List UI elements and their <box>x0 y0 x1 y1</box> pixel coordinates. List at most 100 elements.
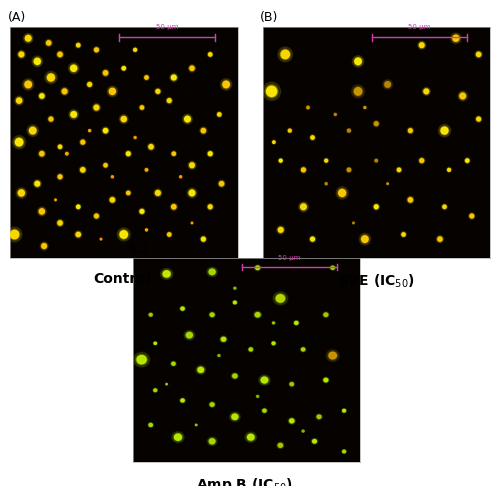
Circle shape <box>134 49 136 51</box>
Circle shape <box>342 409 345 412</box>
Circle shape <box>48 117 54 122</box>
Circle shape <box>198 367 203 372</box>
Circle shape <box>16 139 22 146</box>
Circle shape <box>40 209 44 214</box>
Circle shape <box>49 117 53 121</box>
Circle shape <box>302 168 306 172</box>
Circle shape <box>342 408 346 413</box>
Circle shape <box>278 444 282 447</box>
Circle shape <box>418 41 426 50</box>
Circle shape <box>182 114 192 124</box>
Circle shape <box>79 166 86 174</box>
Circle shape <box>387 183 388 184</box>
Circle shape <box>450 33 461 44</box>
Circle shape <box>420 159 424 162</box>
Circle shape <box>168 99 171 103</box>
Circle shape <box>126 191 130 195</box>
Circle shape <box>311 438 318 444</box>
Circle shape <box>207 150 214 157</box>
Text: Amp B (IC$_{50}$): Amp B (IC$_{50}$) <box>196 476 294 486</box>
Circle shape <box>94 104 100 110</box>
Circle shape <box>258 375 270 385</box>
Circle shape <box>76 42 81 48</box>
Circle shape <box>166 383 168 385</box>
Circle shape <box>40 242 48 250</box>
Circle shape <box>80 139 86 145</box>
Circle shape <box>352 55 364 67</box>
Circle shape <box>30 127 36 134</box>
Circle shape <box>88 130 90 132</box>
Circle shape <box>172 152 176 156</box>
Circle shape <box>154 342 156 345</box>
Circle shape <box>189 162 195 168</box>
Circle shape <box>55 199 56 201</box>
Circle shape <box>294 321 298 324</box>
Circle shape <box>181 307 184 310</box>
Circle shape <box>153 342 158 345</box>
Circle shape <box>310 136 314 139</box>
Circle shape <box>475 51 482 58</box>
Circle shape <box>56 51 64 58</box>
Circle shape <box>248 347 254 352</box>
Circle shape <box>170 203 177 210</box>
Circle shape <box>375 159 378 162</box>
Circle shape <box>94 105 98 110</box>
Circle shape <box>80 167 86 173</box>
Circle shape <box>40 152 44 156</box>
Circle shape <box>334 113 337 116</box>
Circle shape <box>306 105 310 110</box>
Circle shape <box>172 152 176 156</box>
Circle shape <box>88 129 91 132</box>
Circle shape <box>110 88 116 94</box>
Circle shape <box>232 300 237 305</box>
Text: 50 μm: 50 μm <box>156 24 178 30</box>
Circle shape <box>167 98 172 103</box>
Circle shape <box>86 81 93 88</box>
Circle shape <box>208 438 216 445</box>
Circle shape <box>254 265 261 271</box>
Circle shape <box>280 159 282 162</box>
Circle shape <box>14 138 24 147</box>
Circle shape <box>81 140 84 144</box>
Circle shape <box>249 348 252 351</box>
Circle shape <box>272 342 275 345</box>
Circle shape <box>273 292 287 305</box>
Circle shape <box>9 229 20 240</box>
Circle shape <box>56 219 64 226</box>
Circle shape <box>145 228 148 231</box>
Circle shape <box>352 85 364 98</box>
Circle shape <box>310 135 316 140</box>
Circle shape <box>104 163 108 167</box>
Circle shape <box>172 432 184 443</box>
Text: (A): (A) <box>8 12 26 24</box>
Circle shape <box>191 222 193 224</box>
Circle shape <box>40 94 44 98</box>
Circle shape <box>33 179 42 188</box>
Circle shape <box>272 321 275 324</box>
Circle shape <box>188 190 196 196</box>
Circle shape <box>88 82 92 87</box>
Circle shape <box>139 104 145 110</box>
Circle shape <box>154 342 156 344</box>
Circle shape <box>186 332 193 339</box>
Circle shape <box>144 168 148 172</box>
Circle shape <box>146 229 148 231</box>
Circle shape <box>234 287 236 289</box>
Circle shape <box>316 414 322 420</box>
Circle shape <box>140 209 144 214</box>
Circle shape <box>148 423 153 427</box>
Circle shape <box>231 414 238 420</box>
Circle shape <box>104 71 108 75</box>
Circle shape <box>45 71 57 84</box>
Circle shape <box>354 87 363 96</box>
Circle shape <box>342 409 346 412</box>
Circle shape <box>174 434 182 440</box>
Circle shape <box>210 439 215 444</box>
Circle shape <box>93 213 100 219</box>
Circle shape <box>408 128 412 133</box>
Circle shape <box>266 87 276 96</box>
Circle shape <box>272 322 274 324</box>
Circle shape <box>279 159 282 162</box>
Circle shape <box>218 354 220 357</box>
Circle shape <box>324 158 328 163</box>
